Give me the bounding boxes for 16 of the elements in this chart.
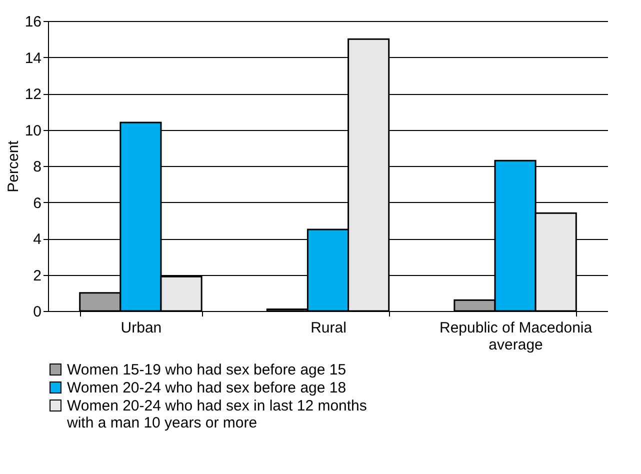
x-tick-label: Urban bbox=[120, 320, 162, 336]
x-tick-label: Rural bbox=[310, 320, 346, 336]
y-tick-label: 16 bbox=[24, 14, 42, 30]
y-tick-label: 2 bbox=[33, 267, 42, 284]
legend-label: Women 15-19 who had sex before age 15 bbox=[67, 362, 346, 378]
legend-label: Women 20-24 who had sex in last 12 months with a man 10 years or more bbox=[66, 398, 367, 432]
y-tick-label: 8 bbox=[33, 158, 42, 176]
y-tick-label: 0 bbox=[33, 304, 42, 320]
y-axis-title: Percent bbox=[4, 140, 22, 192]
y-tick-label: 4 bbox=[33, 231, 42, 248]
y-tick-label: 12 bbox=[24, 86, 42, 103]
y-tick-label: 14 bbox=[24, 50, 42, 67]
legend-label: Women 20-24 who had sex before age 18 bbox=[67, 380, 346, 396]
x-tick-label: Republic of Macedonia average bbox=[439, 320, 593, 354]
y-tick-label: 6 bbox=[33, 194, 42, 212]
y-tick-label: 10 bbox=[24, 122, 42, 140]
